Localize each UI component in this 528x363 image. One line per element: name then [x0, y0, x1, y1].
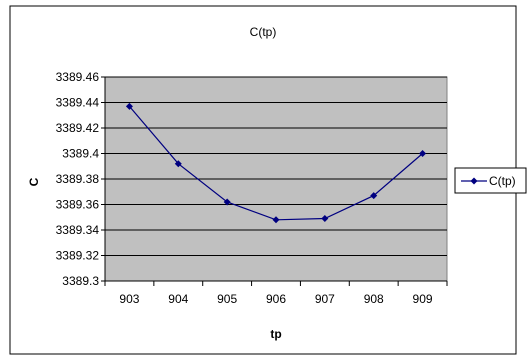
x-tick-label: 909 [413, 292, 433, 306]
data-point [272, 216, 280, 224]
y-tick-label: 3389.32 [56, 249, 100, 263]
y-tick-label: 3389.38 [56, 172, 100, 186]
x-tick-label: 903 [119, 292, 139, 306]
y-axis-ticks: 3389.3 3389.32 3389.34 3389.36 3389.38 3389.4… [56, 70, 105, 288]
y-axis-label: C [27, 177, 41, 186]
data-point [370, 192, 378, 200]
data-point [321, 215, 329, 223]
gridlines [104, 76, 447, 282]
y-tick-label: 3389.36 [56, 198, 100, 212]
x-tick-label: 908 [364, 292, 384, 306]
y-tick-label: 3389.42 [56, 121, 100, 135]
series-layer [125, 102, 427, 224]
data-point [223, 198, 231, 206]
x-tick-label: 904 [168, 292, 188, 306]
y-tick-label: 3389.3 [62, 274, 99, 288]
legend-label: C(tp) [489, 174, 516, 188]
data-point [419, 150, 427, 157]
chart-title: C(tp) [250, 25, 277, 39]
legend: C(tp) [454, 167, 527, 194]
x-axis-ticks: 903 904 905 906 907 908 909 [104, 281, 448, 306]
x-axis-label: tp [270, 327, 281, 341]
data-point [125, 102, 133, 110]
y-tick-label: 3389.44 [56, 96, 100, 110]
data-point [174, 160, 182, 168]
y-tick-label: 3389.4 [62, 147, 99, 161]
legend-marker [470, 177, 478, 185]
y-tick-label: 3389.46 [56, 70, 100, 84]
x-tick-label: 906 [266, 292, 286, 306]
y-tick-label: 3389.34 [56, 223, 100, 237]
x-tick-label: 907 [315, 292, 335, 306]
x-tick-label: 905 [217, 292, 237, 306]
